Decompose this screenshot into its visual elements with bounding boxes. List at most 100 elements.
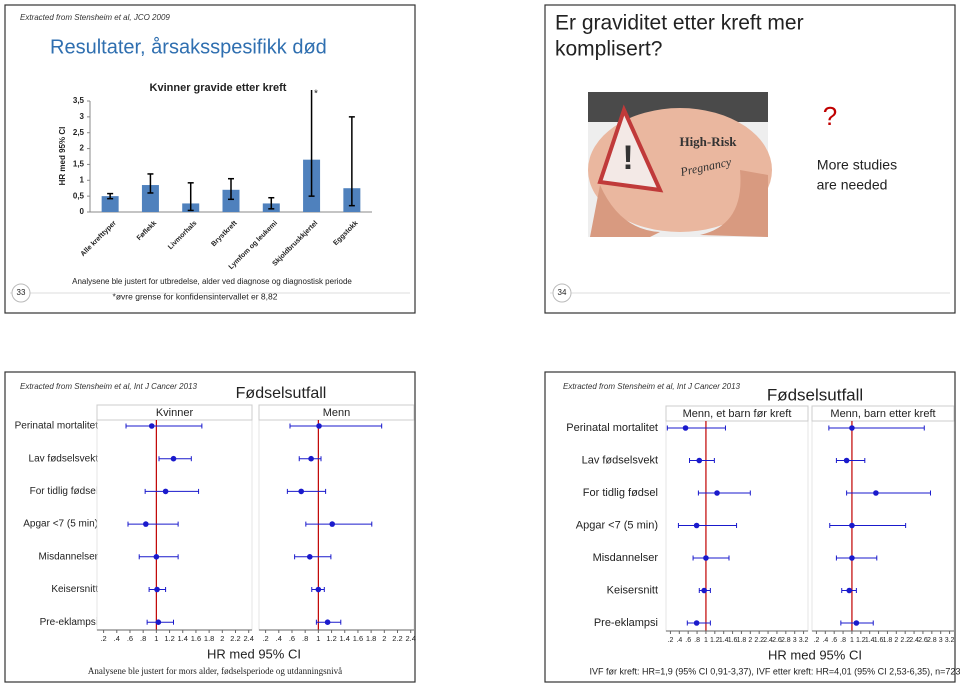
- error-bar: [268, 196, 275, 210]
- point: [701, 587, 707, 594]
- x-tick-label: .8: [840, 637, 846, 644]
- point: [849, 555, 855, 561]
- y-tick-label: 0,5: [73, 191, 85, 200]
- row-label: Pre-eklampsi: [40, 617, 98, 628]
- bar: [222, 189, 240, 212]
- point: [849, 522, 855, 529]
- chart-title: Fødselsutfall: [236, 385, 327, 402]
- row-label: For tidlig fødsel: [30, 486, 98, 497]
- x-tick-label: .4: [676, 637, 682, 644]
- source: Extracted from Stensheim et al, Int J Ca…: [20, 382, 198, 391]
- x-tick-label: 2.8: [781, 637, 791, 644]
- x-tick-label: .8: [140, 634, 146, 643]
- x-tick-label: 1: [704, 637, 708, 644]
- error-bar: [187, 182, 194, 212]
- x-tick-label: 2: [748, 637, 752, 644]
- y-tick-label: 0: [80, 207, 85, 216]
- y-tick-label: 2: [80, 144, 85, 153]
- x-tick-label: 2.4: [763, 637, 773, 644]
- x-tick-label: 3.2: [945, 637, 955, 644]
- x-tick-label: 3.2: [799, 637, 809, 644]
- row-label: Lav fødselsvekt: [29, 453, 99, 464]
- point: [873, 490, 879, 496]
- point: [324, 619, 331, 625]
- error-bar: [308, 90, 315, 197]
- image-text: High-Risk: [679, 134, 737, 149]
- x-tick-label: 2.2: [230, 634, 240, 643]
- point: [843, 457, 850, 464]
- y-tick-label: 3: [80, 112, 85, 121]
- error-bar: [107, 192, 114, 200]
- point: [162, 488, 169, 495]
- x-tick-label: 1.6: [353, 634, 363, 643]
- point: [308, 455, 314, 462]
- point: [153, 554, 160, 560]
- row-label: Apgar <7 (5 min): [576, 519, 658, 531]
- x-tick-label: .2: [814, 637, 820, 644]
- x-tick-label: 2.6: [772, 637, 782, 644]
- x-tick-label: 2.4: [243, 634, 253, 643]
- warning-sign: [597, 104, 664, 193]
- x-tick-label: 2.4: [405, 634, 415, 643]
- x-tick-label: 1.8: [366, 634, 376, 643]
- point: [155, 619, 162, 625]
- x-tick-label: .4: [276, 634, 282, 643]
- x-tick-label: .4: [822, 637, 828, 644]
- panel-title: Kvinner: [156, 407, 194, 419]
- page-badge: [11, 283, 31, 303]
- point: [853, 620, 860, 626]
- x-tick-label: .6: [831, 637, 837, 644]
- point: [306, 554, 313, 560]
- x-tick-label: 1.4: [865, 637, 875, 644]
- x-tick-label: 1.2: [856, 637, 866, 644]
- x-tick-label: .6: [685, 637, 691, 644]
- point: [316, 423, 322, 429]
- row-label: Misdannelser: [593, 552, 659, 564]
- x-tick-label: 1.6: [874, 637, 884, 644]
- exclamation: !: [622, 139, 633, 177]
- x-tick-label: 2.2: [392, 634, 402, 643]
- row-label: Keisersnitt: [607, 584, 658, 596]
- x-tick-label: .6: [289, 634, 295, 643]
- x-tick-label: 3: [939, 637, 943, 644]
- source: Extracted from Stensheim et al, JCO 2009: [20, 13, 170, 22]
- footnote: IVF før kreft: HR=1,9 (95% CI 0,91-3,37)…: [590, 666, 960, 676]
- x-tick-label: .8: [694, 637, 700, 644]
- x-tick-label: 2: [382, 634, 386, 643]
- chart-title: Kvinner gravide etter kreft: [150, 82, 287, 94]
- x-tick-label: 1: [316, 634, 320, 643]
- point: [154, 586, 160, 593]
- point: [170, 455, 177, 462]
- row-label: Misdannelser: [39, 551, 99, 562]
- y-tick-label: 1: [80, 175, 85, 184]
- point: [696, 457, 703, 464]
- point: [329, 521, 336, 527]
- y-tick-label: 2,5: [73, 128, 85, 137]
- x-axis-label: HR med 95% CI: [207, 646, 301, 661]
- page-badge: [552, 283, 572, 303]
- point: [148, 423, 155, 429]
- x-tick-label: 1.4: [178, 634, 188, 643]
- point: [682, 425, 689, 431]
- x-tick-label: 2.2: [900, 637, 910, 644]
- slide-frame: [4, 4, 416, 314]
- footnote: Analysene ble justert for mors alder, fø…: [88, 666, 342, 676]
- panel-header: [258, 404, 415, 421]
- error-bar: [348, 116, 355, 207]
- x-tick-label: 1: [154, 634, 158, 643]
- source: Extracted from Stensheim et al, Int J Ca…: [563, 382, 741, 391]
- point: [849, 425, 855, 431]
- bar: [101, 196, 119, 212]
- row-label: Lav fødselsvekt: [582, 454, 658, 466]
- row-label: Keisersnitt: [51, 584, 98, 595]
- error-bar: [228, 177, 234, 201]
- question-mark: ?: [823, 101, 837, 131]
- slide-title: Resultater, årsaksspesifikk død: [50, 36, 327, 58]
- point: [298, 488, 305, 495]
- x-tick-label: .6: [127, 634, 133, 643]
- x-tick-label: .2: [100, 634, 106, 643]
- x-tick-label: 2.4: [909, 637, 919, 644]
- y-axis-label: HR med 95% CI: [58, 127, 67, 186]
- x-tick-label: 2.2: [754, 637, 764, 644]
